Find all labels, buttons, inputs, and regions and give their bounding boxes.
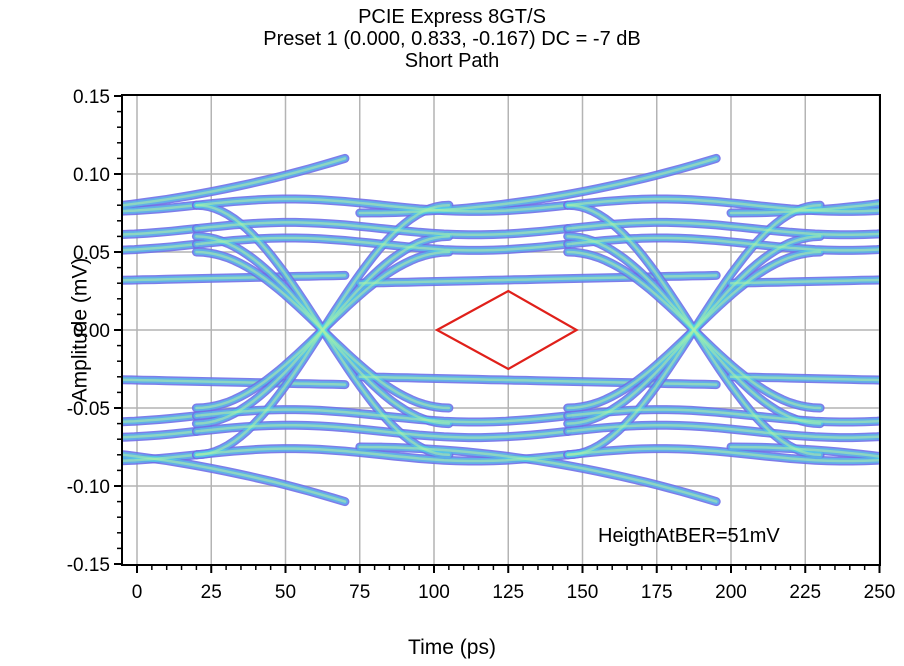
y-tick-label: 0.00 [73, 321, 110, 342]
eye-trace [566, 447, 880, 463]
eye-trace [729, 278, 880, 285]
x-tick-label: 225 [789, 582, 821, 603]
eye-trace [0, 252, 78, 408]
chart-title: PCIE Express 8GT/S [358, 6, 546, 28]
eye-trace [566, 236, 880, 252]
eye-trace [729, 202, 880, 215]
eye-trace [0, 236, 78, 423]
y-tick-label: 0.15 [73, 87, 110, 108]
eye-trace [566, 408, 880, 424]
x-tick-label: 175 [641, 582, 673, 603]
eye-trace [0, 252, 78, 408]
height-at-ber-annotation: HeigthAtBER=51mV [598, 525, 780, 547]
y-tick-label: 0.10 [73, 165, 110, 186]
x-axis-label: Time (ps) [408, 636, 496, 659]
eye-trace [0, 236, 78, 423]
eye-trace [729, 445, 880, 458]
eye-trace [122, 242, 198, 252]
x-tick-label: 125 [492, 582, 524, 603]
eye-trace [358, 445, 718, 503]
axes: 0 25 50 75 100 125 150 175 200 225 250 0.15 0.10 0.05… [67, 87, 896, 603]
y-axis-label: Amplitude (mV) [68, 257, 92, 403]
chart-subtitle-path: Short Path [404, 50, 500, 72]
eye-trace [358, 157, 718, 215]
x-tick-label: 75 [349, 582, 370, 603]
x-tick-label: 100 [418, 582, 450, 603]
eye-trace [0, 252, 78, 408]
eye-trace [195, 221, 569, 237]
x-tick-label: 150 [567, 582, 599, 603]
eye-trace [195, 447, 569, 463]
eye-trace [0, 252, 78, 408]
eye-trace [566, 197, 880, 213]
y-tick-label: 0.05 [73, 243, 110, 264]
eye-trace [122, 203, 198, 213]
eye-trace [0, 252, 78, 408]
eye-mask-diamond [434, 289, 579, 371]
chart-subtitle-preset: Preset 1 (0.000, 0.833, -0.167) DC = -7 … [263, 28, 641, 50]
eye-trace [0, 236, 78, 423]
y-tick-label: -0.05 [67, 399, 110, 420]
eye-trace [122, 227, 198, 236]
x-tick-label: 50 [275, 582, 296, 603]
eye-trace [195, 197, 569, 213]
eye-trace [195, 250, 451, 410]
x-tick-label: 200 [715, 582, 747, 603]
eye-trace [122, 157, 347, 207]
x-tick-label: 25 [201, 582, 222, 603]
eye-trace [0, 252, 78, 408]
eye-trace [566, 221, 880, 237]
eye-trace [122, 453, 198, 462]
eye-trace [195, 408, 569, 424]
eye-trace [122, 453, 347, 503]
eye-traces [0, 153, 880, 507]
eye-trace [0, 236, 78, 423]
eye-trace [566, 423, 880, 439]
eye-trace [729, 375, 880, 382]
eye-trace [0, 236, 78, 423]
eye-trace [122, 430, 198, 439]
y-tick-label: -0.15 [67, 555, 110, 576]
x-tick-label: 250 [864, 582, 896, 603]
eye-trace [122, 414, 198, 423]
eye-trace [195, 236, 569, 252]
x-tick-label: 0 [132, 582, 143, 603]
eye-mask [434, 289, 579, 371]
eye-trace [0, 236, 78, 423]
eye-trace [566, 250, 822, 410]
y-tick-label: -0.10 [67, 477, 110, 498]
eye-trace [195, 423, 569, 439]
